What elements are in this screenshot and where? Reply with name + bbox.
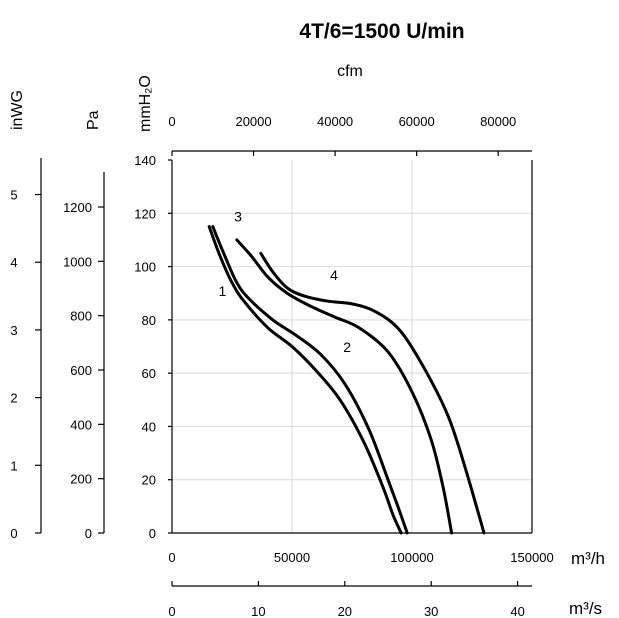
x-tick-label-m3s: 30 <box>424 604 438 618</box>
curve-labels: 1 2 3 4 <box>219 208 352 355</box>
y-tick-label-pa: 400 <box>70 417 92 432</box>
curve-1 <box>207 225 403 535</box>
x-tick-label-m3h: 0 <box>168 550 175 565</box>
curve-3 <box>235 238 454 535</box>
x-tick-label-cfm: 20000 <box>235 114 271 129</box>
y-tick-label-mmh2o: 100 <box>134 260 156 275</box>
y-tick-label-mmh2o: 80 <box>142 313 156 328</box>
x-tick-label-m3s: 20 <box>338 604 352 618</box>
curve-label-4: 4 <box>330 267 338 283</box>
y-axis-inwg-title: inWG <box>9 90 26 130</box>
x-axis-m3s-unit: m³/s <box>569 599 602 618</box>
curve-label-1: 1 <box>219 283 227 299</box>
x-tick-label-m3s: 0 <box>168 604 175 618</box>
x-axis-m3h-unit: m³/h <box>571 549 605 568</box>
x-tick-label-m3h: 150000 <box>510 550 553 565</box>
curve-label-2: 2 <box>343 339 351 355</box>
chart-title: 4T/6=1500 U/min <box>299 20 464 43</box>
y-tick-label-pa: 800 <box>70 309 92 324</box>
curve-2 <box>211 225 409 535</box>
y-axis-mmh2o-title: mmH₂O <box>137 75 154 132</box>
y-axis-inwg: 0 1 2 3 4 5 <box>10 158 42 541</box>
x-axis-m3h: 0 50000 100000 150000 <box>168 550 553 565</box>
x-tick-label-m3s: 10 <box>251 604 265 618</box>
curve-label-3: 3 <box>234 208 242 224</box>
y-tick-label-inwg: 1 <box>10 458 17 473</box>
y-tick-label-mmh2o: 120 <box>134 206 156 221</box>
x-tick-label-cfm: 80000 <box>480 114 516 129</box>
grid <box>172 160 532 533</box>
x-tick-label-cfm: 40000 <box>317 114 353 129</box>
y-tick-label-mmh2o: 20 <box>142 473 156 488</box>
y-tick-label-pa: 1000 <box>63 254 92 269</box>
y-tick-label-inwg: 0 <box>10 526 17 541</box>
x-axis-m3s: 0 10 20 30 40 <box>168 581 532 618</box>
y-axis-pa-title: Pa <box>85 110 102 130</box>
curve-4 <box>259 251 486 535</box>
y-tick-label-inwg: 3 <box>10 323 17 338</box>
y-tick-label-inwg: 4 <box>10 255 17 270</box>
y-tick-label-pa: 600 <box>70 363 92 378</box>
x-tick-label-cfm: 60000 <box>399 114 435 129</box>
y-tick-label-mmh2o: 60 <box>142 366 156 381</box>
x-axis-cfm-title: cfm <box>337 63 363 80</box>
x-tick-label-m3h: 100000 <box>390 550 433 565</box>
y-tick-label-mmh2o: 40 <box>142 419 156 434</box>
y-tick-label-pa: 200 <box>70 472 92 487</box>
y-tick-label-pa: 0 <box>85 526 92 541</box>
curves <box>207 225 486 535</box>
x-tick-label-cfm: 0 <box>168 114 175 129</box>
y-axis-mmh2o: 0 20 40 60 80 100 120 140 <box>134 153 172 541</box>
y-axis-pa: 0 200 400 600 800 1000 1200 <box>63 172 105 541</box>
x-tick-label-m3h: 50000 <box>274 550 310 565</box>
x-tick-label-m3s: 40 <box>510 604 524 618</box>
y-tick-label-pa: 1200 <box>63 200 92 215</box>
y-tick-label-mmh2o: 140 <box>134 153 156 168</box>
x-axis-cfm: 0 20000 40000 60000 80000 <box>168 114 532 156</box>
plot-frame <box>171 160 533 534</box>
y-tick-label-inwg: 5 <box>10 188 17 203</box>
y-tick-label-mmh2o: 0 <box>149 526 156 541</box>
y-tick-label-inwg: 2 <box>10 391 17 406</box>
